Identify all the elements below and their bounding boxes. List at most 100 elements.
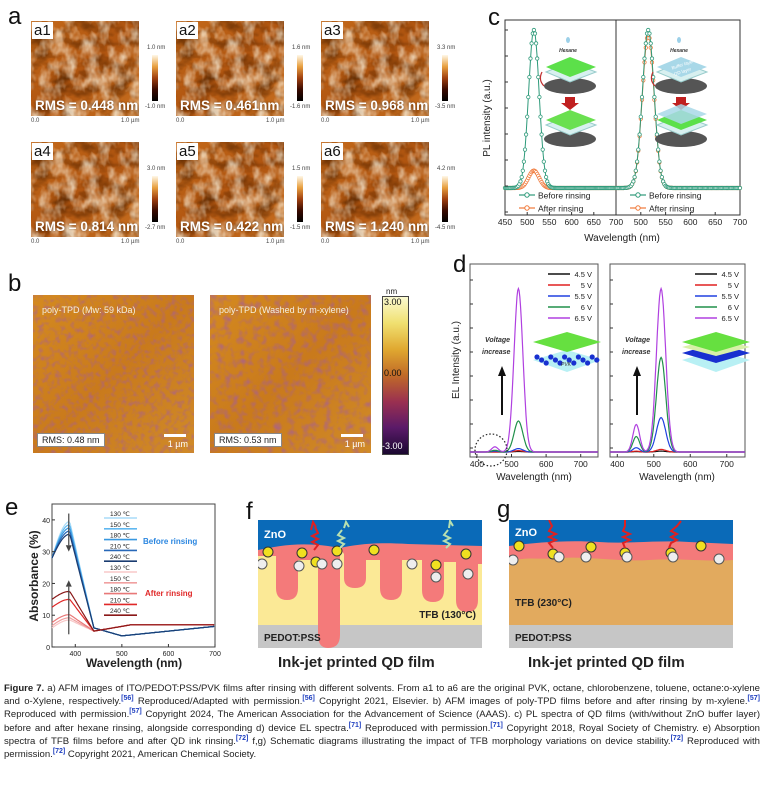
colorbar-max: 1.5 nm [292, 166, 311, 172]
x-tick-label: 550 [542, 217, 556, 227]
x-tick-label: 500 [504, 459, 518, 469]
x-tick-label: 400 [470, 459, 484, 469]
rotation-arrow-icon [650, 71, 656, 87]
panel-label-f: f [246, 498, 253, 525]
data-point [647, 31, 652, 36]
tfb-layer [509, 550, 733, 625]
afm-tag: a5 [177, 143, 198, 160]
plot-frame [615, 19, 741, 216]
spin-chuck [655, 131, 707, 147]
y-axis-label: Absorbance (%) [27, 530, 41, 621]
rms-label: RMS = 0.814 nm [35, 219, 139, 234]
data-point [649, 56, 655, 61]
caption-text: Reproduced/Adapted with permission. [133, 696, 303, 708]
hole-icons [509, 551, 725, 566]
citation-ref[interactable]: [71] [490, 721, 503, 729]
qd-layer-top [657, 57, 707, 77]
data-point [636, 147, 641, 152]
pedot-label: PEDOT:PSS [515, 633, 572, 644]
pvk-particle [548, 354, 554, 360]
citation-ref[interactable]: [57] [129, 708, 142, 716]
scale-bar-label: 1 µm [344, 439, 365, 449]
legend-label: 6 V [728, 303, 739, 312]
legend-label: 5 V [728, 281, 739, 290]
trend-arrowhead-icon [65, 545, 72, 552]
colorbar [152, 55, 158, 101]
legend-label: 5.5 V [574, 292, 592, 301]
qd-layer-top [546, 57, 596, 77]
chart-c-pl-spectra: Before rinsing After rinsing 450 500 550 600 6… [482, 19, 747, 244]
legend-label: 5.5 V [721, 292, 739, 301]
pvk-particle [585, 360, 591, 366]
afm-tag: a2 [177, 22, 198, 39]
x-tick-label: 700 [720, 459, 734, 469]
x-tick-label: 600 [163, 651, 175, 658]
x-axis-start: 0.0 [176, 118, 185, 124]
colorbar-min: -1.5 nm [290, 225, 311, 231]
legend-label: 6 V [581, 303, 592, 312]
afm-tag: a1 [32, 22, 53, 39]
legend-label: 240 ℃ [110, 608, 131, 615]
rms-label: RMS = 1.240 nm [325, 219, 429, 234]
caption-text: Copyright 2021, Elsevier. b) AFM images … [314, 696, 748, 708]
legend-label: After rinsing [538, 204, 584, 214]
data-point [638, 114, 643, 119]
x-axis-start: 0.0 [321, 239, 330, 245]
citation-ref[interactable]: [57] [747, 695, 760, 703]
data-point [641, 75, 646, 80]
citation-ref[interactable]: [71] [348, 721, 362, 729]
colorbar [297, 55, 303, 101]
legend-label: 6.5 V [721, 314, 739, 323]
spin-chuck [544, 78, 596, 94]
x-axis-label: Wavelength (nm) [86, 656, 182, 670]
citation-ref[interactable]: [72] [670, 734, 684, 742]
colorbar [152, 176, 158, 222]
caption-text: Copyright 2024, The American Association… [4, 709, 760, 734]
citation-ref[interactable]: [56] [302, 695, 315, 703]
pvk-particle [562, 354, 568, 360]
data-point [737, 185, 743, 191]
legend-label: 150 ℃ [110, 522, 131, 529]
afm-title: poly-TPD (Washed by m-xylene) [219, 305, 349, 315]
afm-image-a5: a5 RMS = 0.422 nm [176, 142, 284, 237]
colorbar-max: 1.6 nm [292, 45, 311, 51]
citation-ref[interactable]: [56] [121, 695, 134, 703]
x-tick-label: 450 [498, 217, 512, 227]
data-point [632, 175, 637, 180]
scale-bar-label: 1 µm [167, 439, 188, 449]
citation-ref[interactable]: [72] [235, 734, 249, 742]
colorbar-max: 1.0 nm [147, 45, 166, 51]
highlight-circle [474, 433, 508, 467]
data-point [656, 147, 661, 152]
y-tick-label: 20 [42, 581, 50, 588]
colorbar-max: 3.00 [384, 297, 402, 307]
weak-emission-arrow-icon [335, 520, 350, 549]
x-tick-label: 650 [587, 217, 601, 227]
data-point [657, 159, 662, 164]
series-line [51, 533, 215, 637]
afm-texture [31, 142, 139, 237]
afm-title: poly-TPD (Mw: 59 kDa) [42, 305, 136, 315]
pvk-particle [580, 357, 586, 363]
data-point [519, 175, 524, 180]
citation-ref[interactable]: [72] [52, 747, 66, 755]
annotation-line1: Voltage [625, 337, 650, 344]
x-tick-label: 700 [209, 651, 221, 658]
afm-tag: a6 [322, 143, 343, 160]
caption-text: f,g) Schematic diagrams illustrating the… [248, 735, 671, 747]
y-tick-label: 10 [42, 613, 50, 620]
colorbar-mid: 0.00 [384, 368, 402, 378]
panel-label-e: e [5, 494, 19, 521]
colorbar [297, 176, 303, 222]
data-point [520, 168, 525, 173]
caption-text: Reproduced with permission. [4, 735, 760, 761]
annotation-line2: increase [622, 349, 651, 356]
x-tick-label: 650 [708, 217, 722, 227]
afm-texture [33, 295, 194, 453]
legend-label: 4.5 V [721, 270, 739, 279]
colorbar-max: 3.3 nm [437, 45, 456, 51]
data-point [528, 56, 533, 61]
buffer-layer [657, 104, 707, 124]
legend-marker [635, 192, 641, 198]
plot-frame [51, 503, 216, 648]
